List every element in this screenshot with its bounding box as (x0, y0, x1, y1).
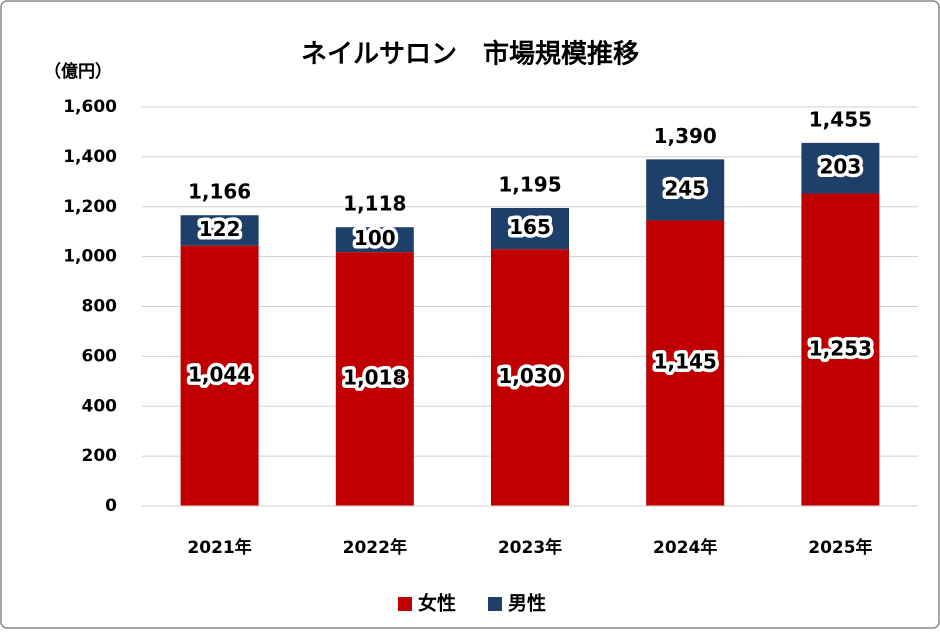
legend-label: 男性 (508, 592, 546, 615)
y-tick-label: 400 (82, 396, 118, 416)
y-tick-label: 200 (82, 446, 118, 466)
data-label: 1,253 (809, 336, 872, 360)
total-label: 1,390 (654, 124, 717, 148)
data-label: 203 (820, 155, 862, 179)
y-tick-label: 800 (82, 297, 118, 317)
total-label: 1,118 (343, 192, 406, 216)
y-unit: （億円） (44, 61, 112, 82)
legend-swatch (398, 597, 412, 611)
chart-title: ネイルサロン 市場規模推移 (301, 39, 639, 70)
x-tick-label: 2023年 (498, 537, 562, 558)
x-tick-label: 2025年 (808, 537, 872, 558)
bar-segment (335, 227, 414, 253)
bar-segment (180, 215, 259, 246)
total-label: 1,455 (809, 108, 872, 132)
data-label: 245 (664, 176, 706, 200)
legend-label: 女性 (418, 592, 456, 615)
data-label: 1,145 (654, 350, 717, 374)
bar-segment (801, 193, 880, 506)
total-label: 1,195 (498, 172, 561, 196)
y-tick-label: 1,600 (63, 97, 117, 117)
bar-segment (801, 142, 880, 194)
data-label: 122 (199, 217, 241, 241)
data-label: 1,030 (498, 364, 561, 388)
bar-segment (646, 159, 725, 221)
total-label: 1,166 (188, 180, 251, 204)
y-tick-label: 1,000 (63, 247, 117, 267)
data-label: 100 (354, 226, 396, 250)
y-tick-label: 1,400 (63, 147, 117, 167)
legend-swatch (488, 597, 502, 611)
x-tick-label: 2024年 (653, 537, 717, 558)
bar-segment (491, 207, 569, 250)
data-label: 1,018 (343, 366, 406, 390)
x-tick-label: 2022年 (343, 537, 407, 558)
data-label: 165 (509, 215, 551, 239)
bar-segment (491, 249, 569, 507)
data-label: 1,044 (188, 362, 251, 386)
x-tick-label: 2021年 (187, 537, 251, 558)
y-tick-label: 600 (82, 346, 118, 366)
bar-segment (646, 220, 725, 506)
y-tick-label: 0 (105, 496, 117, 516)
y-tick-label: 1,200 (63, 197, 117, 217)
bar-segment (335, 252, 414, 506)
bar-segment (180, 245, 259, 506)
